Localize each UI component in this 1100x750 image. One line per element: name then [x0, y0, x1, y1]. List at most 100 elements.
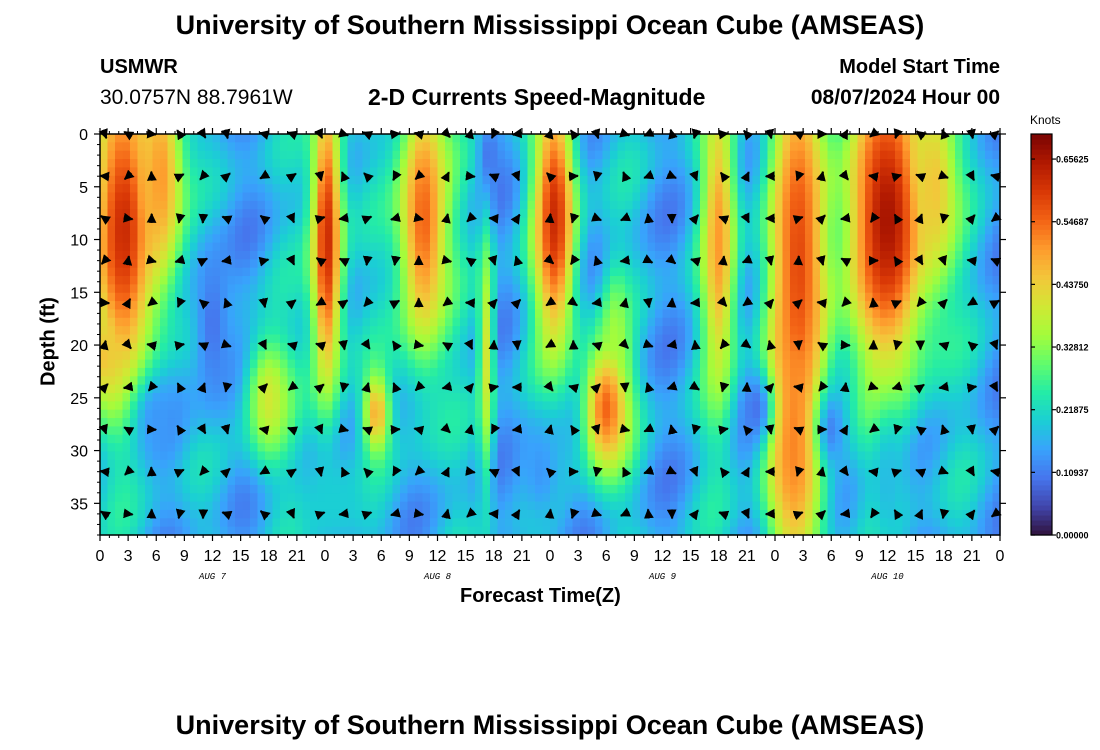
heatmap-cell	[355, 493, 364, 503]
heatmap-cell	[655, 209, 664, 219]
heatmap-cell	[235, 384, 244, 394]
heatmap-cell	[662, 476, 671, 486]
heatmap-cell	[692, 367, 701, 377]
heatmap-cell	[595, 367, 604, 377]
heatmap-cell	[107, 326, 116, 336]
heatmap-cell	[520, 159, 529, 169]
heatmap-cell	[752, 484, 761, 494]
heatmap-cell	[340, 159, 349, 169]
heatmap-cell	[700, 459, 709, 469]
heatmap-cell	[130, 225, 139, 235]
heatmap-cell	[842, 426, 851, 436]
heatmap-cell	[715, 459, 724, 469]
heatmap-cell	[557, 284, 566, 294]
heatmap-cell	[572, 134, 581, 143]
heatmap-cell	[392, 359, 401, 369]
heatmap-cell	[647, 317, 656, 327]
heatmap-cell	[850, 301, 859, 311]
heatmap-cell	[512, 184, 521, 194]
heatmap-cell	[250, 384, 259, 394]
heatmap-cell	[692, 451, 701, 461]
heatmap-cell	[460, 167, 469, 177]
heatmap-cell	[610, 359, 619, 369]
heatmap-cell	[767, 326, 776, 336]
heatmap-cell	[857, 326, 866, 336]
heatmap-cell	[205, 384, 214, 394]
heatmap-cell	[227, 234, 236, 244]
heatmap-cell	[512, 334, 521, 344]
heatmap-cell	[737, 192, 746, 202]
heatmap-cell	[482, 175, 491, 185]
heatmap-cell	[640, 250, 649, 260]
heatmap-cell	[467, 284, 476, 294]
heatmap-cell	[617, 192, 626, 202]
heatmap-cell	[505, 200, 514, 210]
heatmap-cell	[700, 468, 709, 478]
heatmap-cell	[280, 317, 289, 327]
heatmap-cell	[280, 284, 289, 294]
heatmap-cell	[730, 184, 739, 194]
heatmap-cell	[407, 518, 416, 528]
heatmap-cell	[302, 459, 311, 469]
heatmap-cell	[850, 192, 859, 202]
heatmap-cell	[685, 192, 694, 202]
heatmap-cell	[287, 167, 296, 177]
heatmap-cell	[505, 259, 514, 269]
heatmap-cell	[625, 443, 634, 453]
heatmap-cell	[625, 468, 634, 478]
heatmap-cell	[385, 509, 394, 519]
heatmap-cell	[662, 401, 671, 411]
heatmap-cell	[797, 159, 806, 169]
heatmap-cell	[137, 518, 146, 528]
heatmap-cell	[580, 134, 589, 143]
heatmap-cell	[625, 451, 634, 461]
heatmap-cell	[227, 167, 236, 177]
heatmap-cell	[872, 493, 881, 503]
heatmap-cell	[272, 367, 281, 377]
heatmap-cell	[287, 276, 296, 285]
heatmap-cell	[167, 359, 176, 369]
heatmap-cell	[490, 443, 499, 453]
heatmap-cell	[505, 401, 514, 411]
heatmap-cell	[595, 409, 604, 419]
heatmap-cell	[565, 351, 574, 361]
heatmap-cell	[550, 200, 559, 210]
heatmap-cell	[655, 493, 664, 503]
heatmap-cell	[797, 476, 806, 486]
heatmap-cell	[310, 292, 319, 302]
heatmap-cell	[527, 267, 536, 277]
heatmap-cell	[482, 526, 491, 536]
heatmap-cell	[325, 342, 334, 352]
heatmap-cell	[205, 284, 214, 294]
heatmap-cell	[115, 142, 124, 152]
heatmap-cell	[212, 384, 221, 394]
heatmap-cell	[587, 234, 596, 244]
heatmap-cell	[640, 476, 649, 486]
heatmap-cell	[812, 459, 821, 469]
heatmap-cell	[640, 142, 649, 152]
heatmap-cell	[850, 150, 859, 160]
heatmap-cell	[295, 209, 304, 219]
heatmap-cell	[227, 326, 236, 336]
heatmap-cell	[175, 250, 184, 260]
heatmap-cell	[677, 301, 686, 311]
heatmap-cell	[190, 284, 199, 294]
heatmap-cell	[490, 250, 499, 260]
heatmap-cell	[745, 367, 754, 377]
heatmap-cell	[835, 301, 844, 311]
heatmap-cell	[542, 284, 551, 294]
heatmap-cell	[422, 276, 431, 285]
heatmap-cell	[482, 476, 491, 486]
heatmap-cell	[662, 234, 671, 244]
heatmap-cell	[625, 359, 634, 369]
heatmap-cell	[482, 451, 491, 461]
heatmap-cell	[550, 359, 559, 369]
heatmap-cell	[152, 384, 161, 394]
heatmap-cell	[850, 518, 859, 528]
heatmap-cell	[775, 259, 784, 269]
heatmap-cell	[842, 459, 851, 469]
heatmap-cell	[670, 367, 679, 377]
heatmap-cell	[505, 418, 514, 427]
heatmap-cell	[797, 284, 806, 294]
heatmap-cell	[812, 367, 821, 377]
